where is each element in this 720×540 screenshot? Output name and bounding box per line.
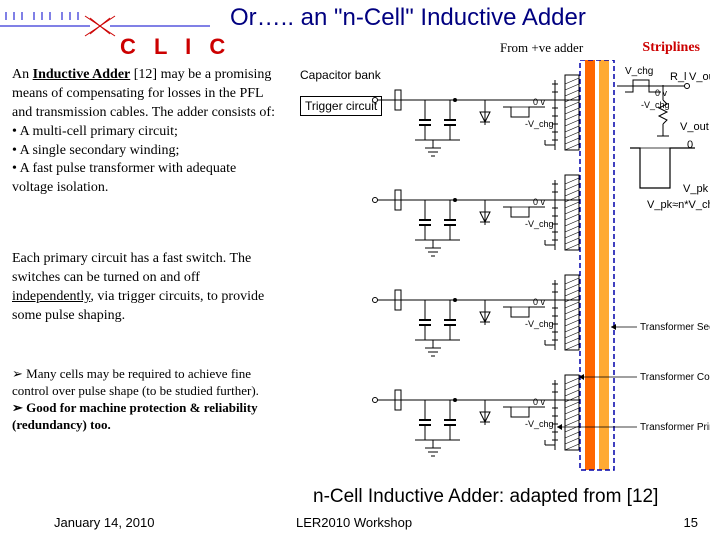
p1-b3: • A fast pulse transformer with adequate… (12, 161, 236, 195)
from-adder-label: From +ve adder (500, 40, 583, 56)
svg-text:0: 0 (687, 139, 693, 151)
p2-u: independently (12, 289, 90, 304)
paragraph-3: Many cells may be required to achieve fi… (12, 366, 277, 434)
slide: Or….. an "n-Cell" Inductive Adder C L I … (0, 0, 720, 540)
svg-text:-V_chg: -V_chg (525, 119, 554, 129)
paragraph-2: Each primary circuit has a fast switch. … (12, 250, 277, 326)
svg-text:V_out: V_out (689, 71, 710, 83)
svg-text:V_pk≈n*V_chg: V_pk≈n*V_chg (647, 199, 710, 211)
svg-text:0 v: 0 v (533, 397, 546, 407)
p1-b1: • A multi-cell primary circuit; (12, 124, 178, 139)
svg-text:-V_chg: -V_chg (525, 319, 554, 329)
p1-lead1: An (12, 67, 33, 82)
svg-text:Transformer Core: Transformer Core (640, 372, 710, 383)
svg-text:0 v: 0 v (533, 197, 546, 207)
p1-b2: • A single secondary winding; (12, 143, 179, 158)
clic-logo: C L I C (120, 34, 231, 60)
svg-text:-V_chg: -V_chg (525, 219, 554, 229)
striplines-label: Striplines (642, 40, 700, 56)
footer-date: January 14, 2010 (54, 515, 154, 530)
slide-title: Or….. an "n-Cell" Inductive Adder (230, 4, 586, 32)
svg-text:-V_chg: -V_chg (525, 419, 554, 429)
p3-b1: Many cells may be required to achieve fi… (12, 366, 277, 400)
svg-text:V_pk: V_pk (683, 183, 709, 195)
footer-venue: LER2010 Workshop (296, 515, 412, 530)
svg-text:0 v: 0 v (533, 97, 546, 107)
svg-text:Transformer Primary: Transformer Primary (640, 422, 710, 433)
svg-text:V_out: V_out (680, 121, 709, 133)
p2-t1: Each primary circuit has a fast switch. … (12, 251, 251, 285)
circuit-diagram: 0 v -V_chg 0 v -V_chg 0 v -V_chg 0 v -V_chg V_ch… (285, 60, 710, 480)
diagram-caption: n-Cell Inductive Adder: adapted from [12… (313, 486, 658, 508)
svg-text:R_l: R_l (670, 71, 687, 83)
p3-b2: Good for machine protection & reliabilit… (12, 400, 277, 434)
svg-text:V_chg: V_chg (625, 66, 653, 77)
svg-text:0 v: 0 v (533, 297, 546, 307)
p1-underline: Inductive Adder (33, 67, 131, 82)
footer-page-number: 15 (684, 515, 698, 530)
svg-text:0 v: 0 v (655, 88, 668, 98)
paragraph-1: An Inductive Adder [12] may be a promisi… (12, 66, 277, 198)
svg-text:Transformer Secondary: Transformer Secondary (640, 322, 710, 333)
